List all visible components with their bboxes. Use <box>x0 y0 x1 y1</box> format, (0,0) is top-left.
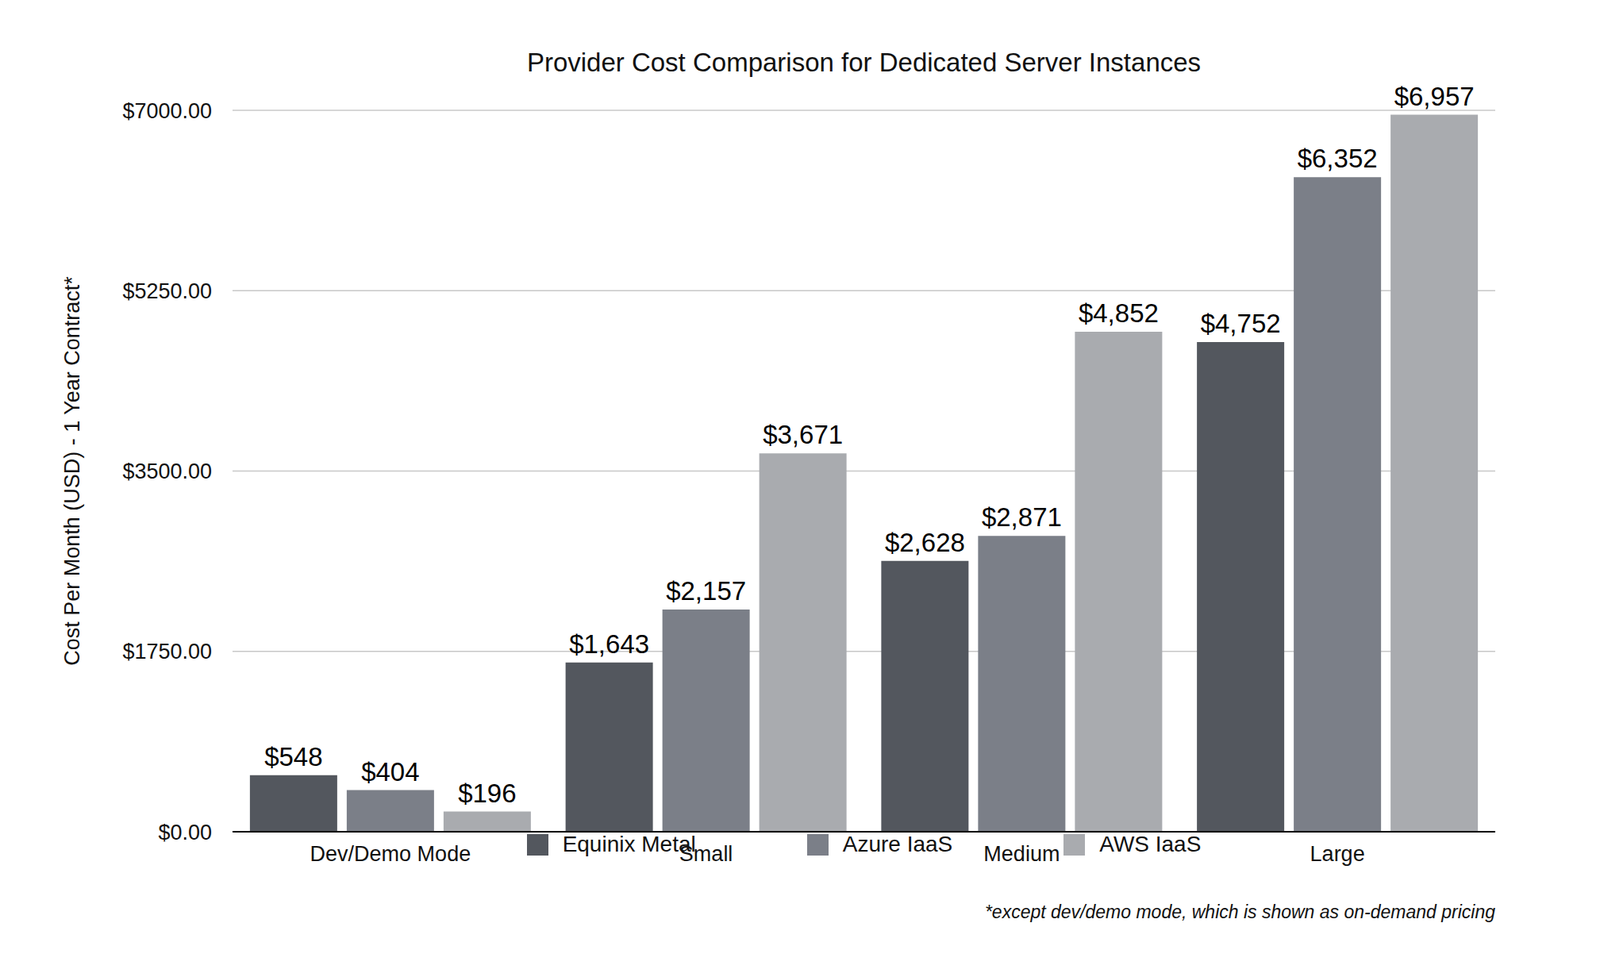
svg-text:$3,671: $3,671 <box>762 419 843 450</box>
svg-text:$7000.00: $7000.00 <box>122 99 212 124</box>
svg-text:Dev/Demo Mode: Dev/Demo Mode <box>310 842 472 866</box>
svg-text:$6,352: $6,352 <box>1297 143 1378 174</box>
html-text:*except dev/demo mode, which i: *except dev/demo mode, which is shown as… <box>984 901 1496 923</box>
svg-text:$2,157: $2,157 <box>665 576 747 606</box>
svg-text:$404: $404 <box>361 757 420 787</box>
svg-text:$4,852: $4,852 <box>1078 298 1159 328</box>
html-text:Provider Cost Comparison for D: Provider Cost Comparison for Dedicated S… <box>526 47 1201 77</box>
svg-text:Large: Large <box>1310 842 1366 866</box>
svg-text:$2,628: $2,628 <box>884 527 966 558</box>
svg-text:$3500.00: $3500.00 <box>122 459 212 484</box>
svg-text:$1750.00: $1750.00 <box>122 639 212 664</box>
svg-text:$6,957: $6,957 <box>1394 81 1475 112</box>
html-text:Equinix Metal: Equinix Metal <box>562 831 696 857</box>
svg-text:$5250.00: $5250.00 <box>122 279 212 304</box>
svg-text:$4,752: $4,752 <box>1200 308 1281 339</box>
html-text:AWS IaaS: AWS IaaS <box>1099 831 1202 857</box>
svg-text:$2,871: $2,871 <box>981 502 1062 532</box>
svg-text:$196: $196 <box>457 778 516 808</box>
svg-text:$548: $548 <box>264 742 323 772</box>
html-text:Azure IaaS: Azure IaaS <box>842 831 953 857</box>
svg-text:Cost Per Month (USD) - 1 Year: Cost Per Month (USD) - 1 Year Contract* <box>60 276 85 666</box>
svg-text:$0.00: $0.00 <box>157 820 212 845</box>
svg-text:$1,643: $1,643 <box>569 629 650 659</box>
svg-text:Small: Small <box>679 842 733 867</box>
svg-text:Medium: Medium <box>983 842 1060 866</box>
